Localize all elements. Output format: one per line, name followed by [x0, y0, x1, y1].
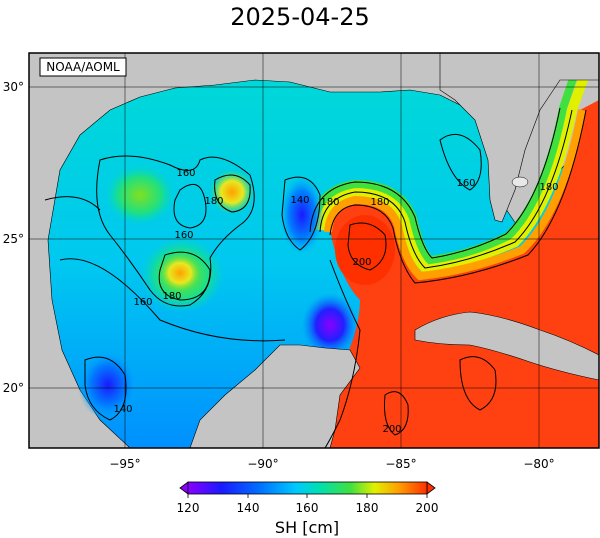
- contour-label: 200: [352, 257, 371, 268]
- x-tick-95: −95°: [109, 457, 140, 471]
- warm-core-center: [158, 253, 202, 293]
- x-tick-85: −85°: [385, 457, 416, 471]
- colorbar-tick-200: 200: [416, 501, 439, 515]
- colorbar-tick-140: 140: [237, 501, 260, 515]
- colorbar: [187, 481, 428, 495]
- cold-eddy-south: [302, 293, 358, 357]
- colorbar-left-arrow: [179, 481, 189, 495]
- contour-label: 200: [382, 424, 401, 435]
- cuba-land: [414, 311, 599, 381]
- contour-label: 160: [133, 297, 152, 308]
- eddy-loop: [335, 215, 395, 285]
- colorbar-ticks: [187, 494, 428, 498]
- x-tick-80: −80°: [523, 457, 554, 471]
- colorbar-right-arrow: [426, 481, 436, 495]
- contour-label: 180: [204, 196, 223, 207]
- florida-land: [439, 53, 599, 223]
- contour-label: 180: [370, 197, 389, 208]
- y-tick-30: 30°: [3, 80, 24, 94]
- contour-label: 160: [456, 178, 475, 189]
- front-green: [308, 56, 584, 265]
- contour-label: 140: [113, 404, 132, 415]
- contour-label: 180: [162, 291, 181, 302]
- contour-label: 140: [290, 195, 309, 206]
- contours: [44, 107, 587, 448]
- cold-eddy-center: [280, 175, 324, 255]
- map-area: 160 180 140 180 160 180 200 160 180 160 140 180 200: [29, 53, 599, 448]
- anticyclone-west: [105, 165, 175, 225]
- y-tick-25: 25°: [3, 232, 24, 246]
- contour-label: 160: [176, 168, 195, 179]
- x-tick-90: −90°: [247, 457, 278, 471]
- bahamas-island: [511, 176, 529, 188]
- cold-eddy-southwest: [78, 350, 138, 420]
- colorbar-tick-160: 160: [296, 501, 319, 515]
- credit-label: NOAA/AOML: [46, 60, 120, 74]
- front-orange: [324, 109, 586, 281]
- colorbar-tick-180: 180: [356, 501, 379, 515]
- graticule: [29, 53, 599, 448]
- colorbar-tick-120: 120: [177, 501, 200, 515]
- colorbar-title: SH [cm]: [275, 518, 339, 537]
- contour-label: 160: [174, 230, 193, 241]
- contour-label: 180: [320, 197, 339, 208]
- credit-box: [39, 57, 127, 77]
- map-title: 2025-04-25: [230, 3, 369, 31]
- warm-core-north: [210, 170, 254, 214]
- contour-label: 180: [539, 182, 558, 193]
- contour-label-group: 160 180 140 180 160 180 200 160 180 160 140 180 200: [113, 168, 558, 435]
- y-tick-20: 20°: [3, 381, 24, 395]
- map-frame: [28, 52, 600, 449]
